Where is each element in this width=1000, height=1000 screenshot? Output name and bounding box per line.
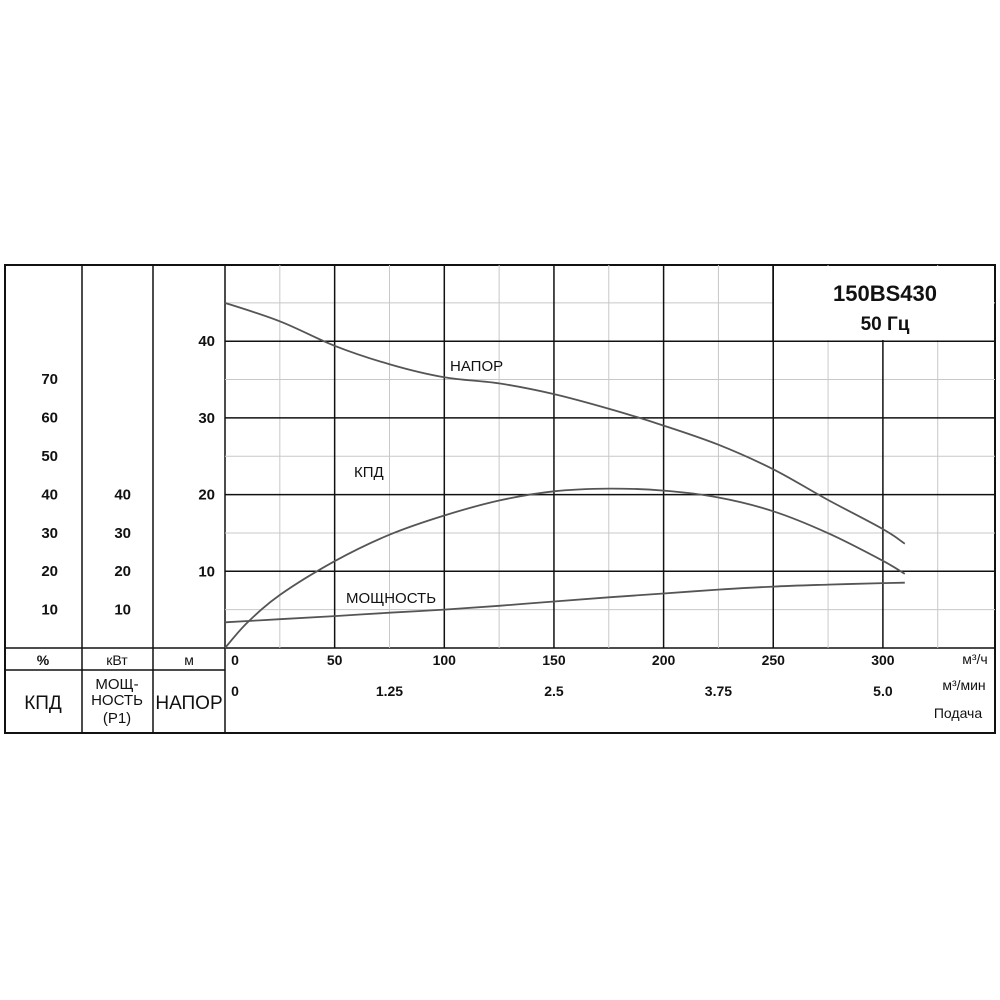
- head-curve: [224, 302, 906, 545]
- curves: [224, 302, 906, 649]
- efficiency-column-label: КПД: [24, 693, 62, 714]
- x-unit-per-hour: м³/ч: [962, 651, 987, 667]
- power-tick-label: 30: [114, 525, 131, 542]
- efficiency-tick-label: 40: [41, 486, 58, 503]
- power-curve: [224, 581, 905, 624]
- x-tick-label-m3min: 1.25: [376, 683, 403, 699]
- head-unit: м: [184, 652, 194, 668]
- head-column-label: НАПОР: [155, 693, 222, 714]
- head-tick-label: 30: [198, 410, 215, 427]
- efficiency-tick-label: 70: [41, 371, 58, 388]
- x-tick-label-m3min: 0: [231, 683, 239, 699]
- x-tick-label-m3h: 0: [231, 652, 239, 668]
- chart-title: 150BS430: [833, 281, 937, 306]
- x-tick-label-m3h: 250: [762, 652, 786, 668]
- efficiency-tick-label: 60: [41, 410, 58, 427]
- chart-subtitle: 50 Гц: [861, 314, 910, 335]
- x-tick-label-m3h: 150: [542, 652, 566, 668]
- x-tick-label-m3min: 2.5: [544, 683, 564, 699]
- chart-frame: [4, 264, 996, 734]
- x-tick-label-m3h: 50: [327, 652, 343, 668]
- power-column-label-line2: НОСТЬ: [91, 692, 143, 709]
- x-tick-label-m3h: 200: [652, 652, 676, 668]
- power-tick-label: 10: [114, 602, 131, 619]
- efficiency-unit: %: [37, 652, 50, 668]
- power-column-label-line1: МОЩ-: [95, 676, 138, 693]
- power-column-label-line3: (P1): [103, 710, 131, 727]
- x-unit-per-minute: м³/мин: [942, 677, 985, 693]
- x-tick-label-m3min: 3.75: [705, 683, 732, 699]
- series-label-power: МОЩНОСТЬ: [346, 590, 436, 607]
- head-tick-label: 40: [198, 333, 215, 350]
- efficiency-tick-label: 30: [41, 525, 58, 542]
- head-tick-label: 20: [198, 487, 215, 504]
- x-tick-label-m3min: 5.0: [873, 683, 893, 699]
- power-tick-label: 20: [114, 563, 131, 580]
- efficiency-tick-label: 10: [41, 602, 58, 619]
- power-tick-label: 40: [114, 486, 131, 503]
- head-tick-label: 10: [198, 563, 215, 580]
- major-grid: [225, 265, 995, 648]
- series-label-head: НАПОР: [450, 358, 503, 375]
- series-label-efficiency: КПД: [354, 464, 384, 481]
- x-tick-label-m3h: 300: [871, 652, 895, 668]
- efficiency-curve: [224, 487, 906, 649]
- tick-labels: 10 20 30 40 10 20 30 40 10 20 30 40 50 60 70 0 50 100 150 2…: [41, 333, 894, 699]
- power-unit: кВт: [106, 652, 128, 668]
- efficiency-tick-label: 50: [41, 448, 58, 465]
- title-box: 150BS430 50 Гц: [772, 265, 994, 341]
- efficiency-tick-label: 20: [41, 563, 58, 580]
- x-axis-label: Подача: [934, 705, 982, 721]
- x-tick-label-m3h: 100: [433, 652, 457, 668]
